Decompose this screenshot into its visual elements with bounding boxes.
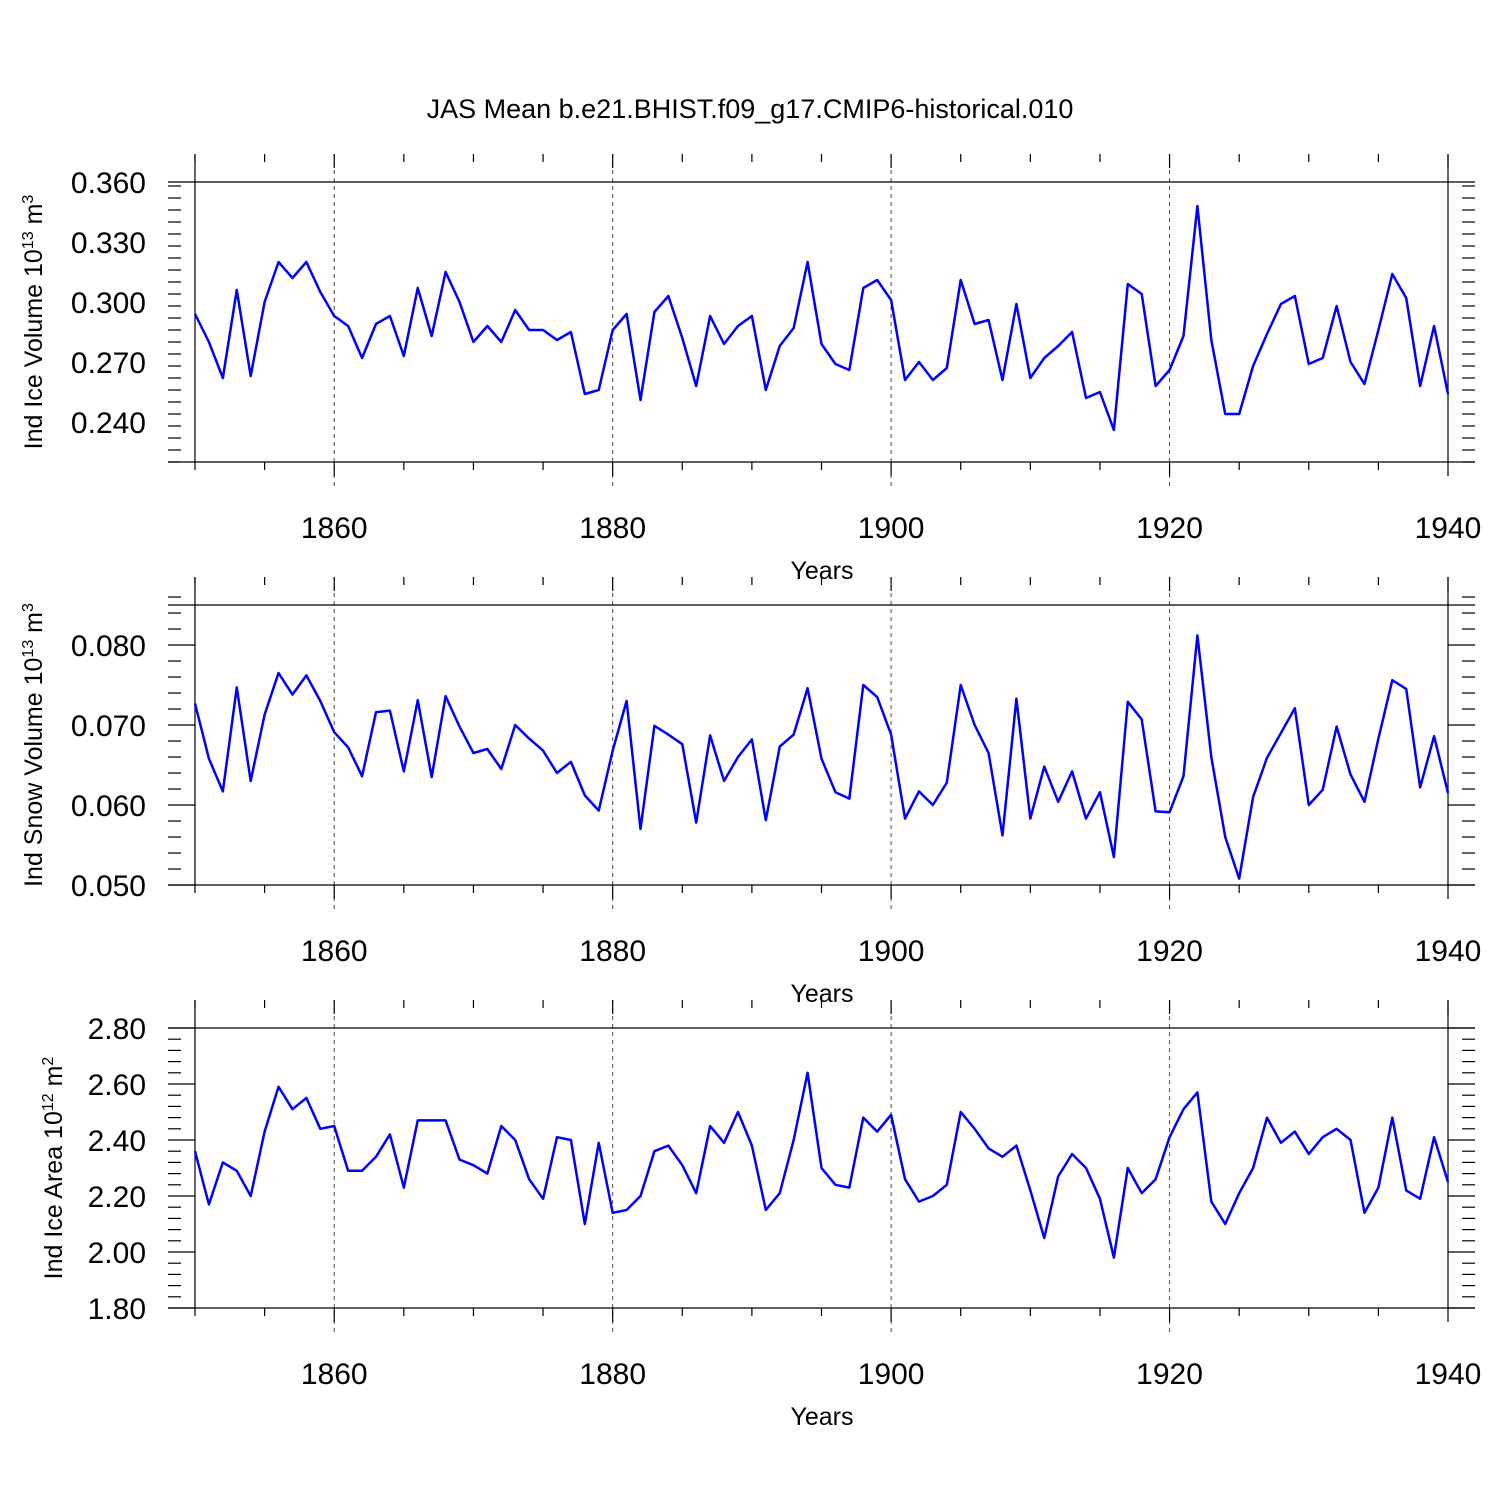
y-tick-label: 0.060 bbox=[71, 790, 146, 823]
series-line bbox=[193, 1071, 1450, 1259]
x-tick-label: 1900 bbox=[858, 1358, 925, 1391]
y-tick-label: 2.80 bbox=[88, 1013, 146, 1046]
panel-3: 1860 1880 1900 1920 1940 Years 1.80 2.00 2.20 2.4… bbox=[40, 1000, 1481, 1431]
figure-title: JAS Mean b.e21.BHIST.f09_g17.CMIP6-histo… bbox=[427, 94, 1074, 124]
x-tick-label: 1940 bbox=[1415, 935, 1482, 968]
y-tick-label: 0.050 bbox=[71, 870, 146, 903]
x-axis-label: Years bbox=[790, 1403, 853, 1431]
x-tick-label: 1880 bbox=[579, 512, 646, 545]
series-line bbox=[193, 634, 1450, 880]
y-tick-label: 2.20 bbox=[88, 1181, 146, 1214]
x-tick-label: 1940 bbox=[1415, 1358, 1482, 1391]
series-line bbox=[193, 204, 1450, 432]
x-tick-label: 1920 bbox=[1136, 935, 1203, 968]
y-axis-label: Ind Ice Area 1012 m2 bbox=[40, 1057, 68, 1280]
y-tick-label: 2.00 bbox=[88, 1237, 146, 1270]
x-tick-label: 1920 bbox=[1136, 512, 1203, 545]
panel-1: 1860 1880 1900 1920 1940Years0.2400.2700.300… bbox=[20, 154, 1481, 585]
y-tick-label: 0.300 bbox=[71, 287, 146, 320]
y-tick-label: 0.330 bbox=[71, 227, 146, 260]
y-tick-label: 0.270 bbox=[71, 347, 146, 380]
x-tick-label: 1880 bbox=[579, 1358, 646, 1391]
y-tick-label: 2.60 bbox=[88, 1069, 146, 1102]
y-tick-label: 0.240 bbox=[71, 407, 146, 440]
y-axis-label: Ind Snow Volume 1013 m3 bbox=[20, 603, 48, 887]
y-tick-label: 0.360 bbox=[71, 167, 146, 200]
x-tick-label: 1900 bbox=[858, 935, 925, 968]
y-tick-label: 0.080 bbox=[71, 630, 146, 663]
x-tick-label: 1920 bbox=[1136, 1358, 1203, 1391]
y-tick-label: 0.070 bbox=[71, 710, 146, 743]
y-axis-label: Ind Ice Volume 1013 m3 bbox=[20, 195, 48, 450]
y-tick-label: 2.40 bbox=[88, 1125, 146, 1158]
y-tick-label: 1.80 bbox=[88, 1293, 146, 1326]
panel-2: 1860 1880 1900 1920 1940Years0.0500.0600.070… bbox=[20, 577, 1481, 1008]
x-tick-label: 1860 bbox=[301, 512, 368, 545]
x-tick-label: 1860 bbox=[301, 935, 368, 968]
x-tick-label: 1860 bbox=[301, 1358, 368, 1391]
x-tick-label: 1900 bbox=[858, 512, 925, 545]
x-tick-label: 1940 bbox=[1415, 512, 1482, 545]
x-tick-label: 1880 bbox=[579, 935, 646, 968]
